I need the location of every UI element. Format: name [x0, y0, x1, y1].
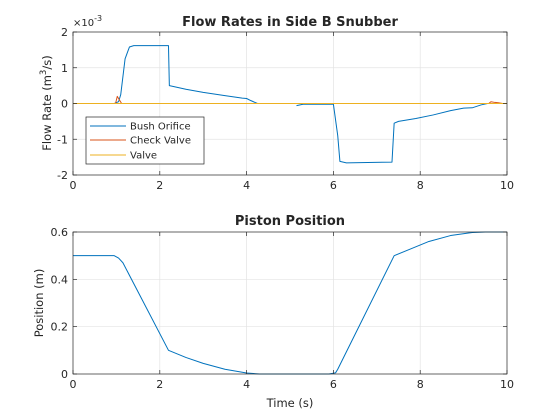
flow-rate-series-line-bush-orifice	[296, 103, 488, 164]
piston-position-x-tick-label: 8	[417, 378, 424, 391]
piston-position-grid	[73, 232, 507, 374]
flow-rate-y-tick-label: 2	[61, 26, 68, 39]
flow-rate-x-tick-label: 2	[156, 179, 163, 192]
flow-rate-title: Flow Rates in Side B Snubber	[182, 15, 398, 30]
flow-rate-ticks: 0 2 4 6 8 10 -2 -1 0 1 2	[57, 26, 514, 192]
piston-position-x-label: Time (s)	[266, 396, 314, 410]
piston-position-x-tick-label: 6	[330, 378, 337, 391]
flow-rate-y-tick-label: -1	[57, 133, 68, 146]
piston-position-y-tick-label: 0	[61, 368, 68, 381]
flow-rate-plot: 0 2 4 6 8 10 -2 -1 0 1 2 Flow Rates in Side B Snub…	[39, 14, 514, 192]
piston-position-plot: 0 2 4 6 8 10 0 0.2 0.4 0.6 Piston Position Positi…	[32, 214, 514, 410]
legend-label-bush-orifice: Bush Orifice	[130, 122, 191, 133]
flow-rate-series-line-bush-orifice	[73, 45, 258, 104]
flow-rate-lines	[73, 45, 507, 164]
flow-rate-y-tick-label: 1	[61, 62, 68, 75]
piston-position-axes-box	[72, 231, 508, 375]
flow-rate-y-tick-label: 0	[61, 98, 68, 111]
flow-rate-x-tick-label: 10	[500, 179, 514, 192]
legend-label-valve: Valve	[130, 151, 157, 162]
piston-position-x-tick-label: 2	[156, 378, 163, 391]
piston-position-y-tick-label: 0.2	[51, 321, 69, 334]
flow-rate-x-tick-label: 4	[243, 179, 250, 192]
flow-rate-x-tick-label: 8	[417, 179, 424, 192]
flow-rate-x-tick-label: 0	[70, 179, 77, 192]
piston-position-x-tick-label: 0	[70, 378, 77, 391]
piston-position-y-tick-label: 0.6	[51, 226, 69, 239]
flow-rate-x-tick-label: 6	[330, 179, 337, 192]
flow-rate-y-exponent: ×10-3	[73, 14, 102, 29]
piston-position-x-tick-label: 4	[243, 378, 250, 391]
piston-position-y-label: Position (m)	[32, 269, 46, 338]
flow-rate-y-tick-label: -2	[57, 169, 68, 182]
flow-rate-legend: Bush Orifice Check Valve Valve	[85, 116, 205, 165]
piston-position-y-tick-label: 0.4	[51, 273, 69, 286]
piston-position-axes-background	[73, 232, 507, 374]
piston-position-title: Piston Position	[235, 214, 345, 229]
piston-position-x-tick-label: 10	[500, 378, 514, 391]
piston-position-ticks: 0 2 4 6 8 10 0 0.2 0.4 0.6	[51, 226, 515, 391]
legend-label-check-valve: Check Valve	[130, 136, 191, 147]
flow-rate-y-label: Flow Rate (m3/s)	[39, 55, 54, 150]
